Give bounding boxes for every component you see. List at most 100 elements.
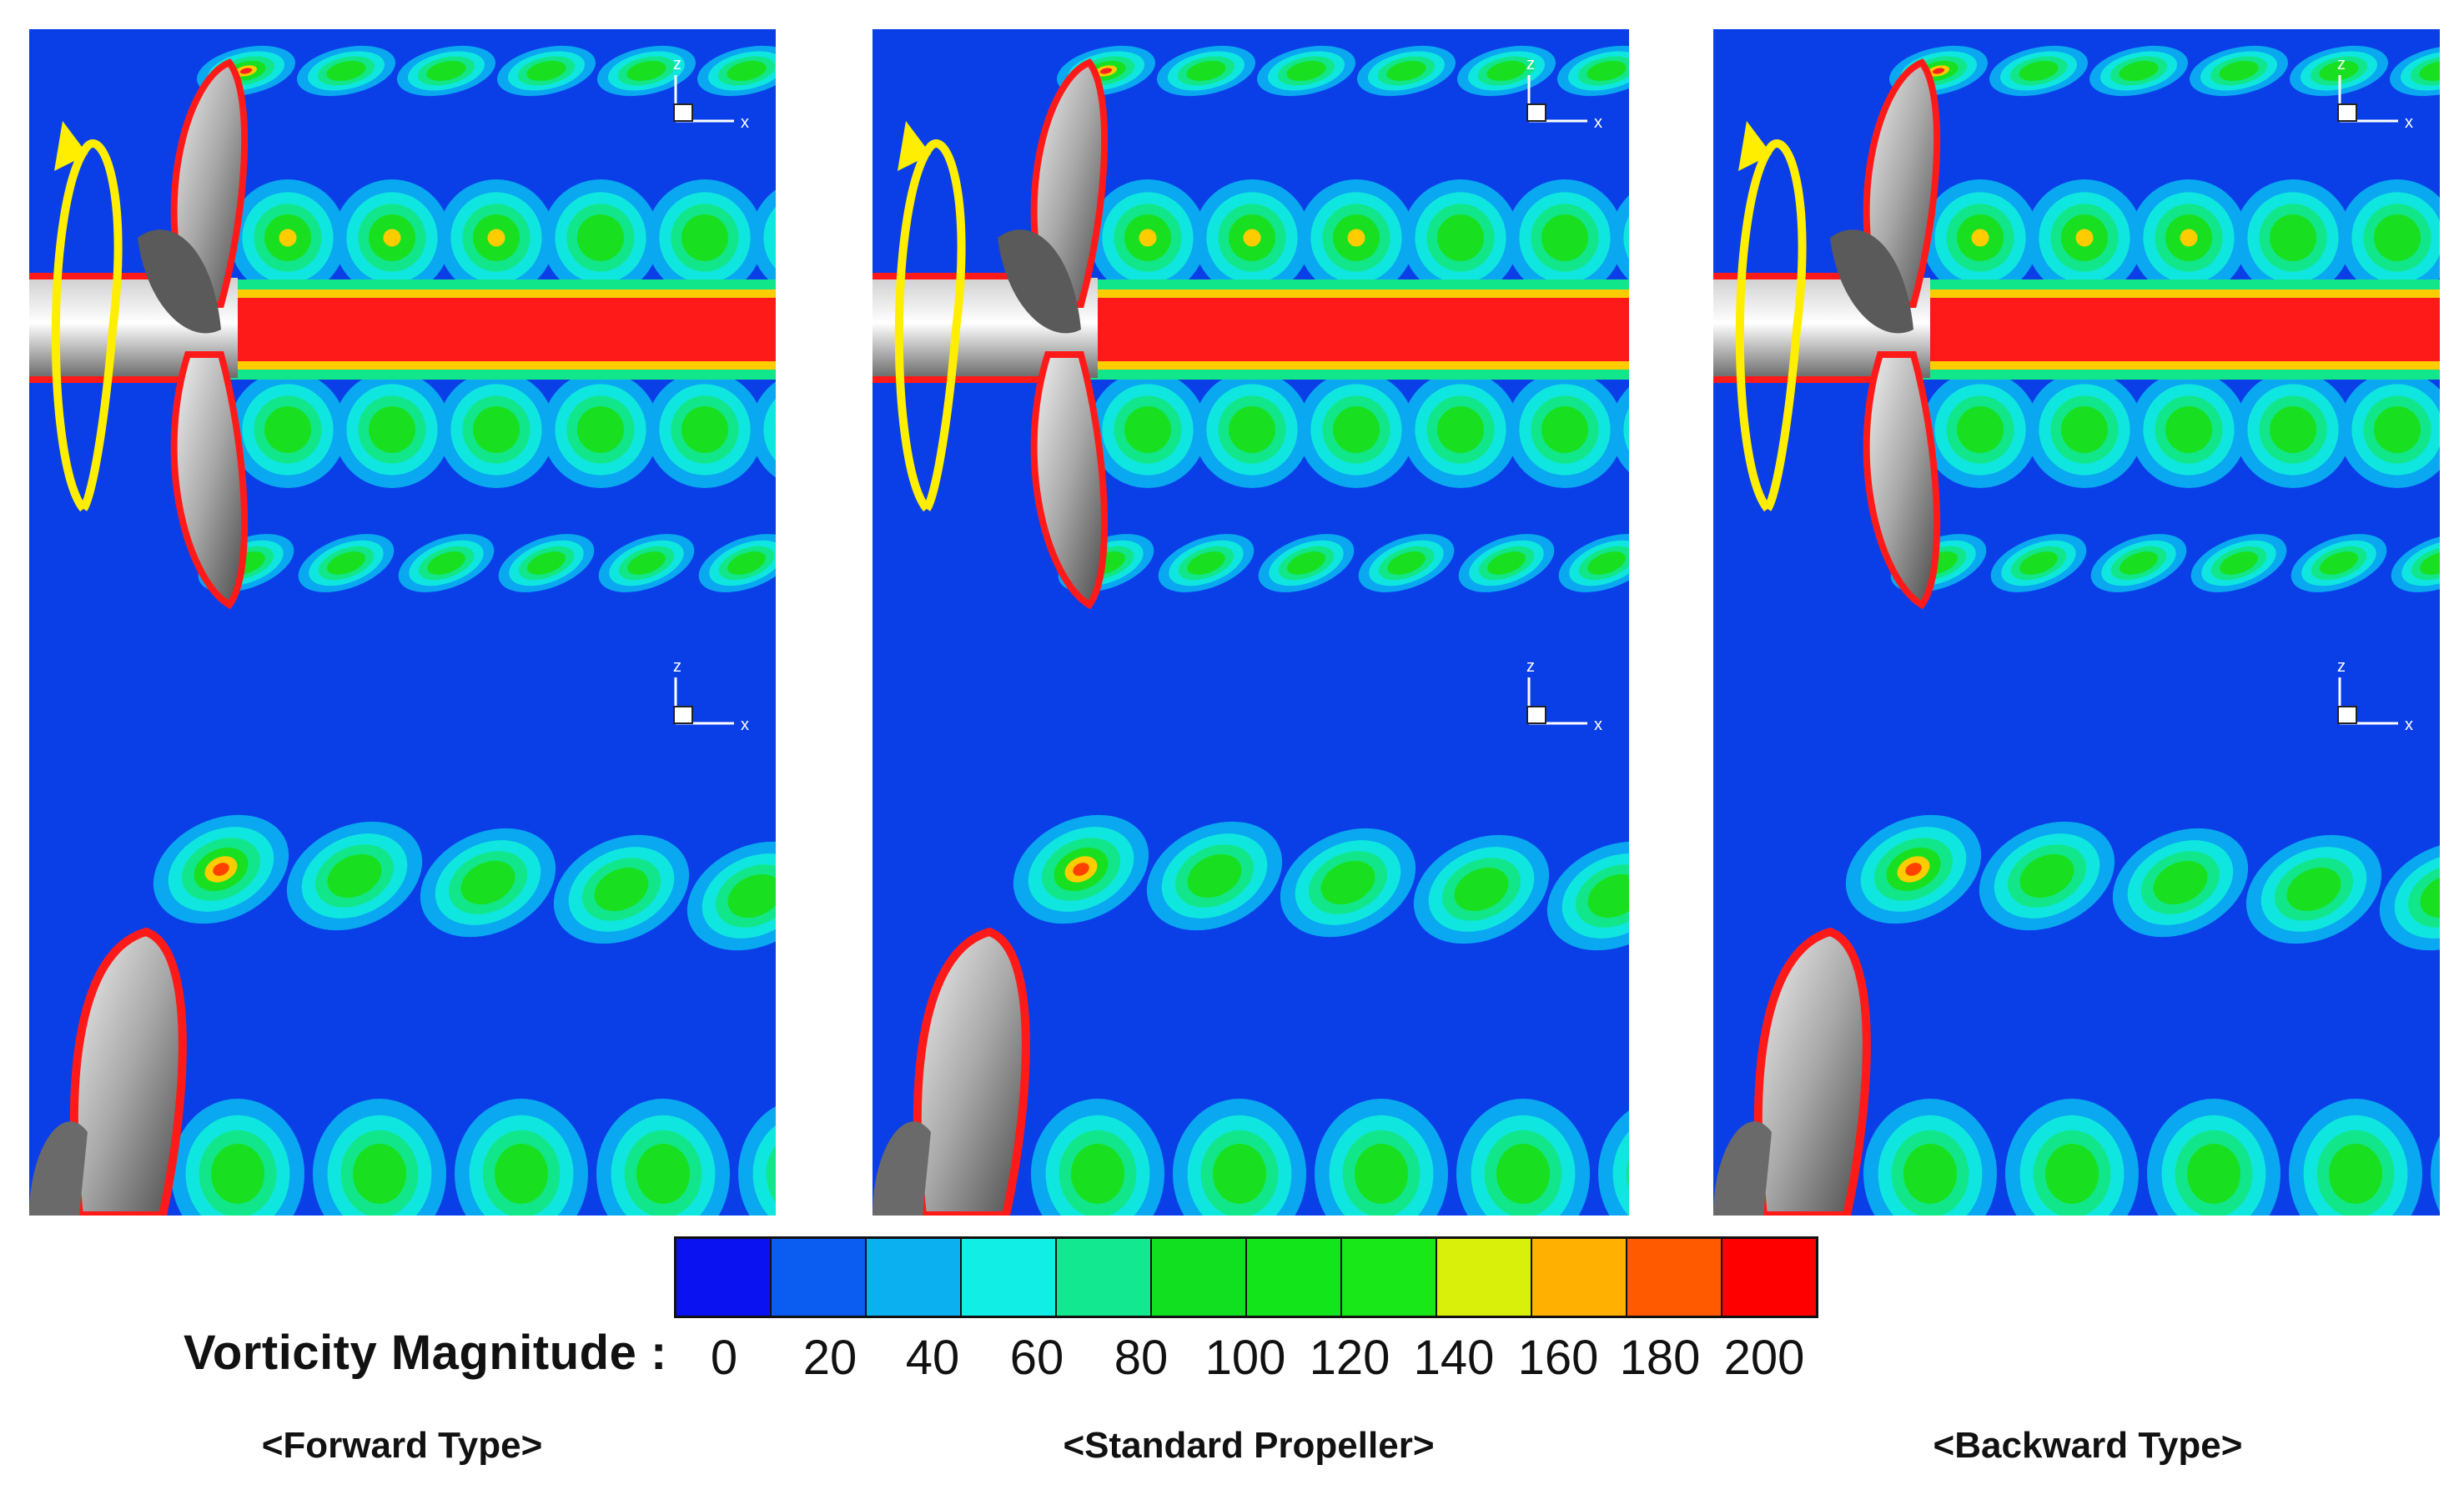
colorbar-swatch [962,1239,1057,1316]
vortex-blob [1298,371,1415,488]
vortex-blob [1089,371,1206,488]
vortex-blob [1258,534,1355,592]
vortex-blob [2112,828,2249,938]
colorbar-tick-label: 180 [1619,1331,1701,1385]
vortex-blob [1413,834,1550,944]
colorbar-swatch [1057,1239,1152,1316]
colorbar-swatch [772,1239,867,1316]
vortex-blob [1506,179,1623,296]
vortex-blob [553,834,690,944]
colorbar-tick-label: 40 [905,1331,960,1385]
vortex-blob [297,45,395,97]
axis-x-label: x [741,113,749,132]
vortex-blob [1456,1099,1590,1216]
vortex-blob [171,1099,304,1216]
vortex-blob [153,814,289,924]
vortex-blob [2190,534,2287,592]
vortex-blob [298,534,395,592]
axis-z-label: z [2337,657,2346,676]
vortex-blob [286,821,423,931]
colorbar-tick-label: 0 [710,1331,738,1385]
caption-standard-propeller: <Standard Propeller> [1063,1425,1435,1466]
caption-forward-type: <Forward Type> [261,1425,543,1466]
vortex-blob [2339,371,2440,488]
vortex-blob [2245,834,2382,944]
propeller-blades [1830,58,1941,610]
vortex-blob [2339,179,2440,296]
propeller-blades [998,58,1109,610]
axis-triad: zx [1526,657,1602,734]
vortex-blob [1922,179,2039,296]
vortex-blob [598,534,695,592]
vortex-blob [1611,195,1629,280]
axis-x-label: x [2405,113,2413,132]
colorbar-tick-label: 60 [1009,1331,1064,1385]
colorbar-tick-label: 140 [1413,1331,1495,1385]
vortex-blob [1173,1099,1306,1216]
vortex-blob [455,1099,588,1216]
vortex-blob [1922,371,2039,488]
vortex-blob [1358,534,1455,592]
vortex-blob [2235,179,2351,296]
vortex-blob [313,1099,446,1216]
vortex-blob [1158,534,1255,592]
colorbar-tick-label: 160 [1517,1331,1599,1385]
vortex-blob [497,45,596,97]
vortex-blob [1458,534,1555,592]
vortex-blob [1863,1099,1997,1216]
colorbar-swatch [1437,1239,1532,1316]
hub-wake [204,279,776,380]
axis-triad: zx [2337,55,2413,132]
vortex-blob [686,841,776,951]
vortex-blob [1402,179,1519,296]
rotation-arrow-icon [894,121,966,512]
vortex-blob [1989,45,2088,97]
vortex-blob [1280,828,1416,938]
vortex-blob [2379,841,2440,951]
vortex-blob [1611,387,1629,472]
vortex-blob [2289,1099,2422,1216]
vortex-blob [2290,45,2388,97]
vortex-blob [1845,814,1982,924]
vortex-blob [1598,1110,1629,1216]
colorbar-swatch [1722,1239,1816,1316]
vortex-blob [2026,179,2143,296]
axis-z-label: z [1526,657,1535,676]
vortex-blob [2235,371,2351,488]
colorbar-swatch [1627,1239,1722,1316]
axis-z-label: z [673,657,681,676]
vortex-blob [398,534,495,592]
vortex-blob [1194,371,1310,488]
vortex-blob [1990,534,2087,592]
axis-x-label: x [1594,113,1602,132]
axis-triad: zx [673,55,749,132]
rotation-arrow-icon [51,121,123,512]
hub-wake [1064,279,1629,380]
vortex-blob [1546,841,1629,951]
legend-title: Vorticity Magnitude : [184,1326,667,1380]
vortex-blob [1457,45,1556,97]
vortex-blob [1506,371,1623,488]
vortex-blob [2130,179,2247,296]
vortex-blob [2391,534,2440,592]
vortex-blob [1979,821,2115,931]
vortex-blob [229,179,346,296]
colorbar-swatch [1247,1239,1342,1316]
axis-triad: zx [2337,657,2413,734]
colorbar-tick-label: 100 [1204,1331,1286,1385]
vortex-blob [1558,534,1629,592]
vortex-blob [1557,45,1629,97]
colorbar-swatch [1532,1239,1627,1316]
axis-x-label: x [741,716,749,734]
colorbar-swatch [867,1239,962,1316]
propeller-blades [138,58,249,610]
axis-x-label: x [2405,716,2413,734]
vortex-blob [698,534,776,592]
rotation-arrow-icon [1735,121,1807,512]
vortex-blob [1402,371,1519,488]
